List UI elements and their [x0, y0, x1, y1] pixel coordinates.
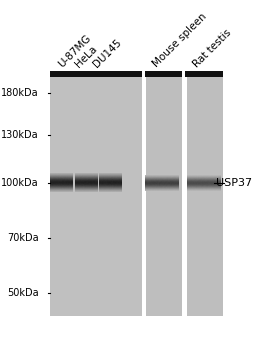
Bar	[185, 75, 223, 316]
Bar	[145, 75, 182, 316]
Text: USP37: USP37	[216, 177, 252, 188]
Text: 100kDa: 100kDa	[1, 177, 39, 188]
Text: 130kDa: 130kDa	[1, 130, 39, 140]
Bar	[185, 71, 223, 77]
Bar	[143, 75, 147, 316]
Text: Mouse spleen: Mouse spleen	[151, 12, 208, 69]
Text: DU145: DU145	[92, 37, 124, 69]
Text: 70kDa: 70kDa	[7, 233, 39, 243]
Bar	[50, 71, 141, 77]
Bar	[145, 71, 182, 77]
Text: 50kDa: 50kDa	[7, 287, 39, 298]
Text: U-87MG: U-87MG	[56, 33, 93, 69]
Text: 180kDa: 180kDa	[1, 88, 39, 98]
Text: HeLa: HeLa	[74, 44, 99, 69]
Text: Rat testis: Rat testis	[191, 27, 233, 69]
Bar	[183, 75, 187, 316]
Bar	[50, 75, 141, 316]
